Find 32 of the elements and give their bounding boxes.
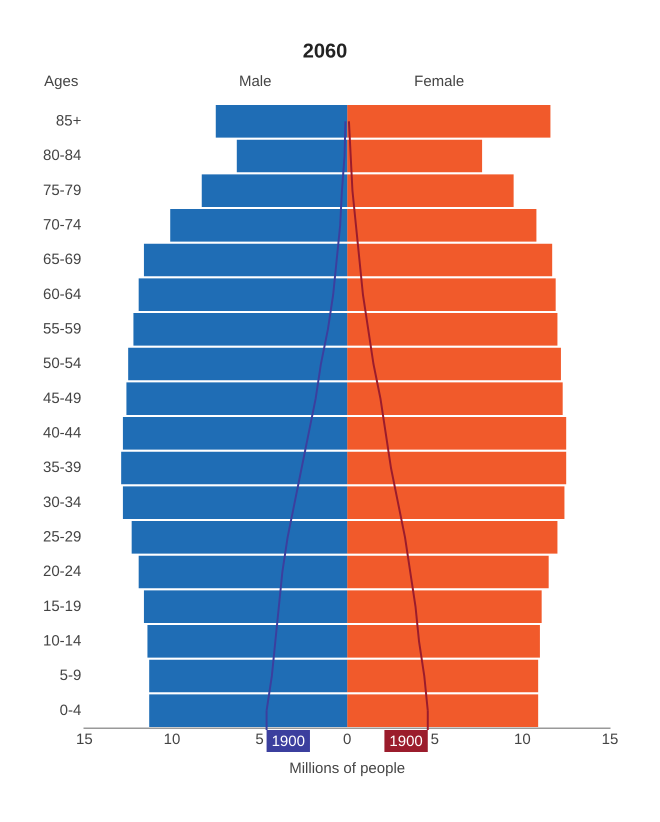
x-tick-label: 15 [76,731,93,748]
chart-title: 2060 [302,40,348,63]
series-label: Male [238,73,272,90]
y-tick-label: 5-9 [60,667,82,684]
x-tick-label: 15 [602,731,618,748]
y-tick-label: 10-14 [42,632,82,650]
y-tick-label: 80-84 [42,147,82,164]
y-tick-label: 65-69 [42,251,82,268]
y-tick-label: 50-54 [42,355,82,372]
y-tick-label: 20-24 [42,563,82,580]
y-tick-label: 55-59 [42,320,82,338]
y-tick-label: 60-64 [42,286,82,303]
y-tick-label: 75-79 [42,182,82,199]
x-tick-label: 0 [343,731,352,748]
y-tick-label: 35-39 [42,459,82,476]
y-tick-label: 25-29 [42,528,82,546]
x-tick-label: 10 [514,731,531,748]
series-label: Female [414,73,464,90]
y-tick-label: 45-49 [42,390,82,407]
x-tick-label: 5 [430,731,439,748]
x-tick-label: 5 [255,731,264,748]
legend-label: 1900 [389,733,423,750]
y-tick-label: 30-34 [42,494,82,511]
y-tick-label: 70-74 [42,216,82,234]
y-axis-title: Ages [44,73,78,90]
x-axis-title: Millions of people [289,760,406,778]
y-tick-label: 0-4 [60,702,82,719]
y-tick-label: 15-19 [42,598,82,615]
y-tick-label: 40-44 [42,424,82,442]
y-tick-label: 85+ [56,112,82,130]
legend-label: 1900 [272,733,305,750]
x-tick-label: 10 [164,731,180,748]
